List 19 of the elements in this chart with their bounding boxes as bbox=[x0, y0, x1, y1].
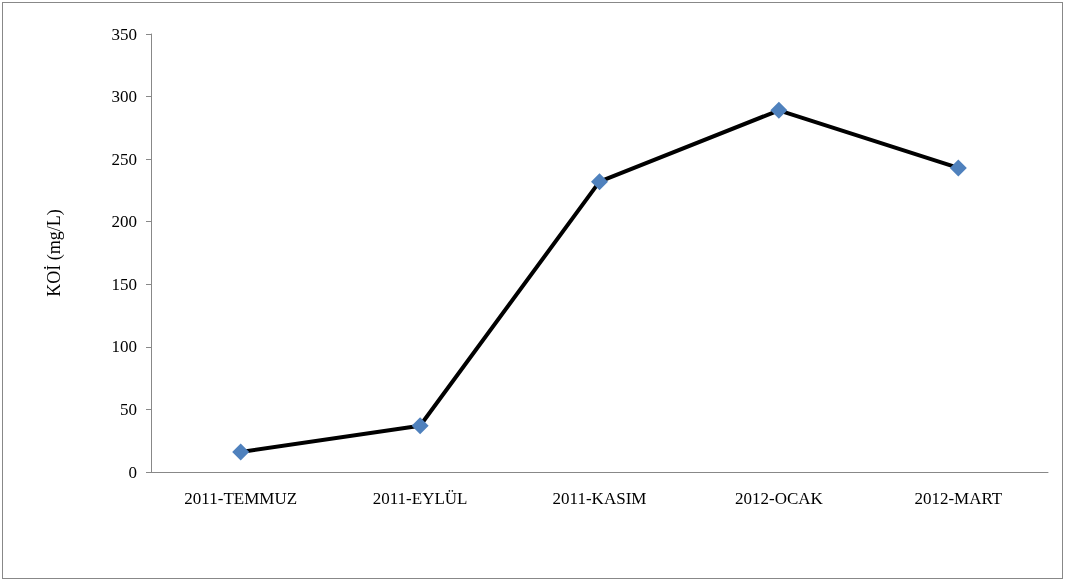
point bbox=[949, 159, 967, 177]
y-axis-title: KOİ (mg/L) bbox=[44, 209, 65, 297]
point bbox=[770, 101, 788, 119]
y-tick-label: 350 bbox=[111, 24, 137, 44]
x-tick-label: 2011-TEMMUZ bbox=[184, 489, 298, 508]
point bbox=[411, 417, 429, 435]
y-tick-label: 100 bbox=[111, 337, 137, 357]
y-tick-label: 300 bbox=[111, 87, 137, 107]
y-tick-label: 0 bbox=[128, 462, 137, 482]
x-tick-label: 2011-EYLÜL bbox=[372, 489, 468, 508]
y-tick-label: 250 bbox=[111, 149, 137, 169]
y-tick-label: 50 bbox=[120, 399, 137, 419]
y-tick-label: 200 bbox=[111, 212, 137, 232]
x-tick-label: 2012-MART bbox=[914, 489, 1003, 508]
point bbox=[232, 443, 250, 461]
y-tick-label: 150 bbox=[111, 274, 137, 294]
x-tick-label: 2012-OCAK bbox=[734, 489, 824, 508]
point bbox=[591, 173, 608, 191]
x-tick-label: 2011-KASIM bbox=[552, 489, 647, 508]
